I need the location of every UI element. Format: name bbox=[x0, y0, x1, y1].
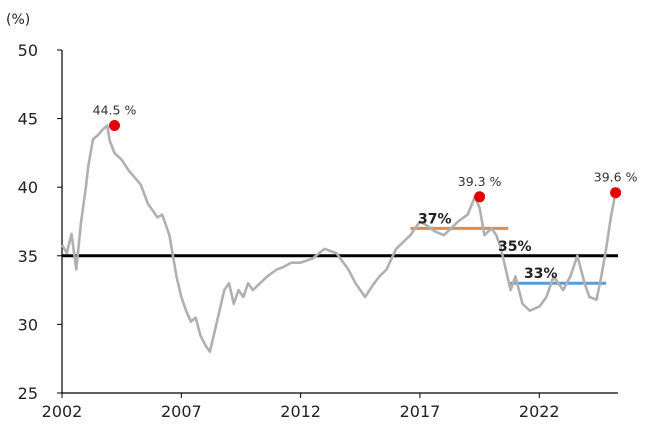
x-tick-label: 2012 bbox=[280, 402, 321, 421]
reference-line-label: 33% bbox=[524, 266, 558, 282]
y-tick-label: 30 bbox=[18, 315, 38, 334]
y-tick-label: 35 bbox=[18, 247, 38, 266]
reference-line-label: 37% bbox=[418, 211, 452, 227]
y-axis-label: (%) bbox=[6, 12, 30, 28]
y-tick-label: 50 bbox=[18, 41, 38, 60]
peak-label: 39.3 % bbox=[458, 174, 502, 189]
series-layer bbox=[60, 124, 617, 354]
x-tick-label: 2022 bbox=[519, 402, 560, 421]
peak-label: 44.5 % bbox=[93, 102, 137, 117]
y-tick-label: 25 bbox=[18, 384, 38, 403]
series-line bbox=[60, 124, 617, 354]
peak-marker bbox=[474, 191, 486, 203]
x-tick-label: 2017 bbox=[400, 402, 441, 421]
peak-marker bbox=[610, 187, 622, 199]
peak-marker bbox=[108, 119, 120, 131]
y-tick-label: 45 bbox=[18, 110, 38, 129]
y-tick-label: 40 bbox=[18, 178, 38, 197]
peak-label: 39.6 % bbox=[594, 170, 638, 185]
x-tick-label: 2002 bbox=[42, 402, 83, 421]
reference-labels: 35% 37% 33% bbox=[418, 211, 558, 282]
x-tick-label: 2007 bbox=[161, 402, 202, 421]
annotations: 44.5 % 39.3 % 39.6 % bbox=[93, 102, 638, 203]
axes: 25 30 35 40 45 50 2002 2007 2012 2017 2022 bbox=[18, 41, 618, 421]
reference-line-label: 35% bbox=[498, 239, 532, 255]
